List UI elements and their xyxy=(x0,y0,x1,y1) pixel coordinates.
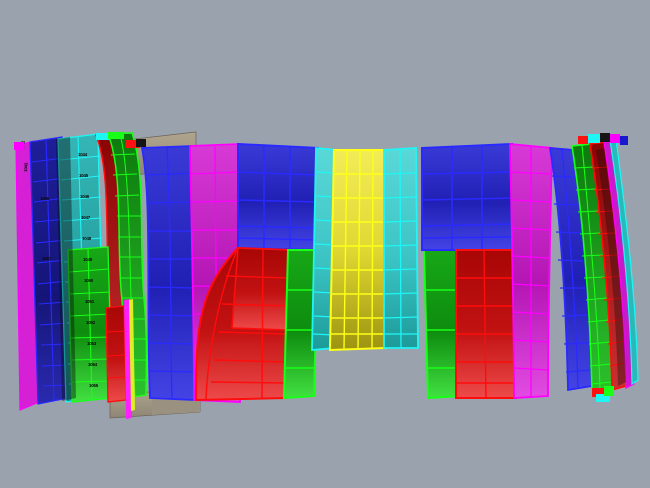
wall-block-green-left xyxy=(282,249,320,400)
right-cap-magenta xyxy=(610,134,620,143)
node-label-group: 1042 1043 1044 1045 1046 1047 1048 1049 … xyxy=(20,140,99,388)
right-label-shadow-band xyxy=(596,148,626,386)
node-label: 1045 xyxy=(79,173,89,178)
node-label: 1047 xyxy=(81,215,91,220)
left-cap-magenta xyxy=(14,142,24,150)
wall-block-red-left xyxy=(194,246,292,402)
node-label: 1051 xyxy=(85,299,95,304)
node-label: 1048 xyxy=(82,236,92,241)
wall-band-cyan-right xyxy=(383,147,419,349)
left-cap-group xyxy=(14,132,146,150)
node-label: 1046 xyxy=(80,194,90,199)
left-cap-red xyxy=(126,140,140,148)
left-cap-cyan xyxy=(96,133,110,140)
wall-block-green-right xyxy=(422,249,462,400)
right-cap-cyan xyxy=(588,134,600,143)
right-cap-red xyxy=(578,136,588,144)
node-label: 1057 xyxy=(42,256,52,261)
node-label: 1050 xyxy=(84,278,94,283)
node-label: 1052 xyxy=(86,320,96,325)
wall-band-magenta-right xyxy=(509,143,553,399)
right-abutment-group xyxy=(571,133,639,402)
wall-block-blue-top-right xyxy=(421,142,513,251)
node-label: 1055 xyxy=(89,383,99,388)
left-block-red xyxy=(105,305,127,403)
node-label: 1054 xyxy=(88,362,98,367)
wall-block-blue-top-left xyxy=(237,142,319,252)
right-foot-red xyxy=(592,388,604,397)
left-abutment-group: 1042 1043 1044 1045 1046 1047 1048 1049 … xyxy=(15,132,148,419)
left-label-shadow-band xyxy=(56,137,76,401)
node-label: 1043 xyxy=(23,162,29,172)
node-label: 1044 xyxy=(78,152,88,157)
right-foot-cyan xyxy=(596,394,610,402)
left-cap-green xyxy=(108,132,124,139)
left-cap-dark xyxy=(136,139,146,147)
node-label: 1056 xyxy=(40,196,50,201)
right-cap-dark xyxy=(600,133,610,142)
right-strip-cyan xyxy=(609,138,639,386)
right-foot-green xyxy=(604,386,614,396)
wall-band-blue-1 xyxy=(140,145,197,401)
node-label: 1049 xyxy=(83,257,93,262)
right-strip-green-mesh xyxy=(573,144,613,391)
right-cap-blue xyxy=(620,136,628,145)
wall-block-red-right xyxy=(455,249,518,399)
left-sliver-yellow xyxy=(129,299,135,411)
node-label: 1053 xyxy=(87,341,97,346)
wall-band-yellow-center xyxy=(328,149,387,352)
